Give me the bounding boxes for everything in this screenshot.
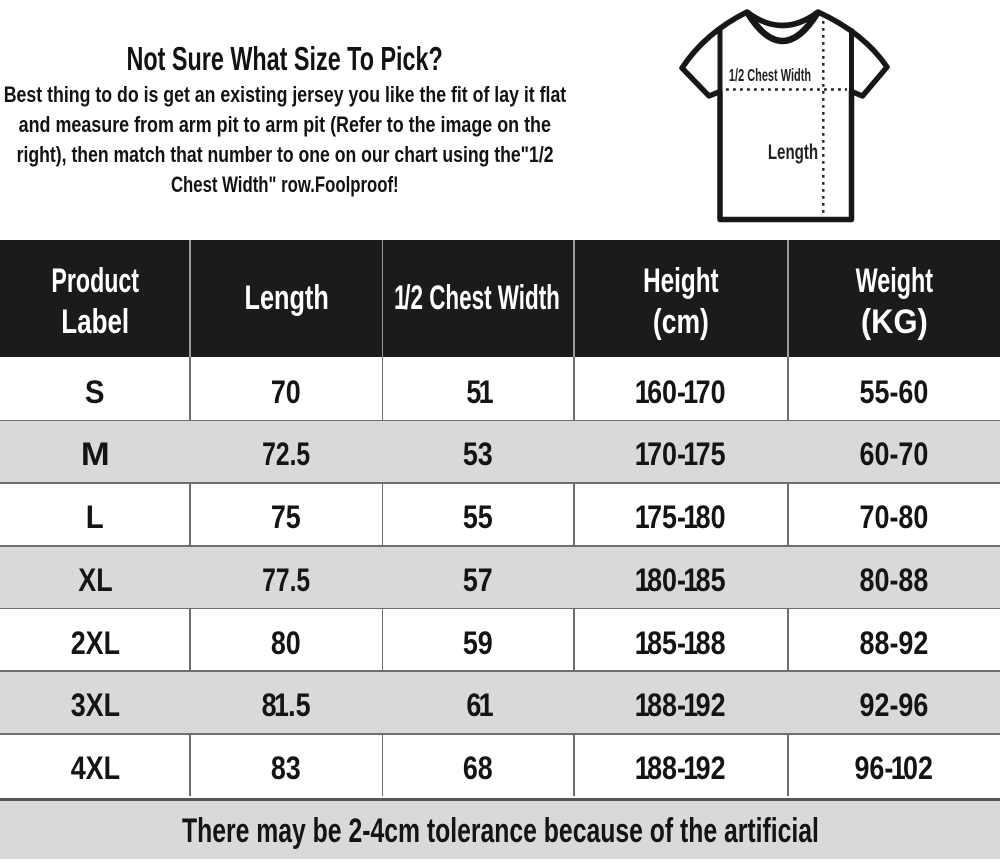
svg-text:Length: Length — [768, 139, 818, 163]
svg-text:1/2 Chest Width: 1/2 Chest Width — [729, 67, 811, 86]
